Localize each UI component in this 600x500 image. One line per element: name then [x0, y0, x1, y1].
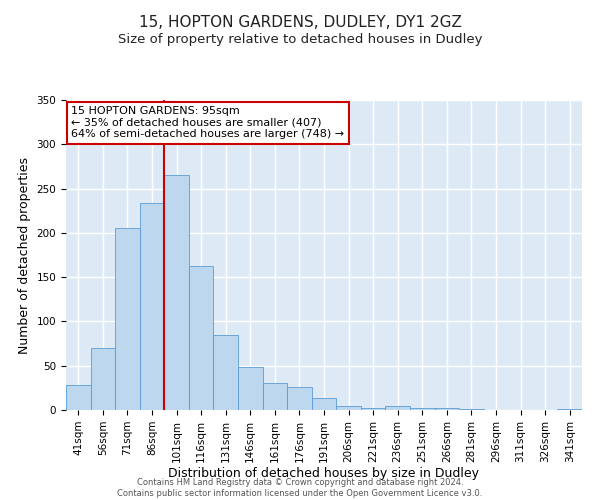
Bar — [385, 406, 410, 410]
Bar — [214, 334, 238, 410]
Bar — [459, 409, 484, 410]
Bar — [238, 368, 263, 410]
Bar — [189, 266, 214, 410]
Bar — [140, 202, 164, 410]
Bar — [115, 228, 140, 410]
Text: Contains HM Land Registry data © Crown copyright and database right 2024.
Contai: Contains HM Land Registry data © Crown c… — [118, 478, 482, 498]
Bar — [66, 385, 91, 410]
Bar — [336, 406, 361, 410]
Bar — [361, 408, 385, 410]
Bar — [164, 176, 189, 410]
Bar — [263, 384, 287, 410]
Text: 15, HOPTON GARDENS, DUDLEY, DY1 2GZ: 15, HOPTON GARDENS, DUDLEY, DY1 2GZ — [139, 15, 461, 30]
Text: 15 HOPTON GARDENS: 95sqm
← 35% of detached houses are smaller (407)
64% of semi-: 15 HOPTON GARDENS: 95sqm ← 35% of detach… — [71, 106, 344, 140]
Bar — [434, 408, 459, 410]
Bar — [312, 398, 336, 410]
X-axis label: Distribution of detached houses by size in Dudley: Distribution of detached houses by size … — [169, 468, 479, 480]
Bar — [287, 387, 312, 410]
Bar — [557, 409, 582, 410]
Y-axis label: Number of detached properties: Number of detached properties — [18, 156, 31, 354]
Text: Size of property relative to detached houses in Dudley: Size of property relative to detached ho… — [118, 32, 482, 46]
Bar — [91, 348, 115, 410]
Bar — [410, 408, 434, 410]
